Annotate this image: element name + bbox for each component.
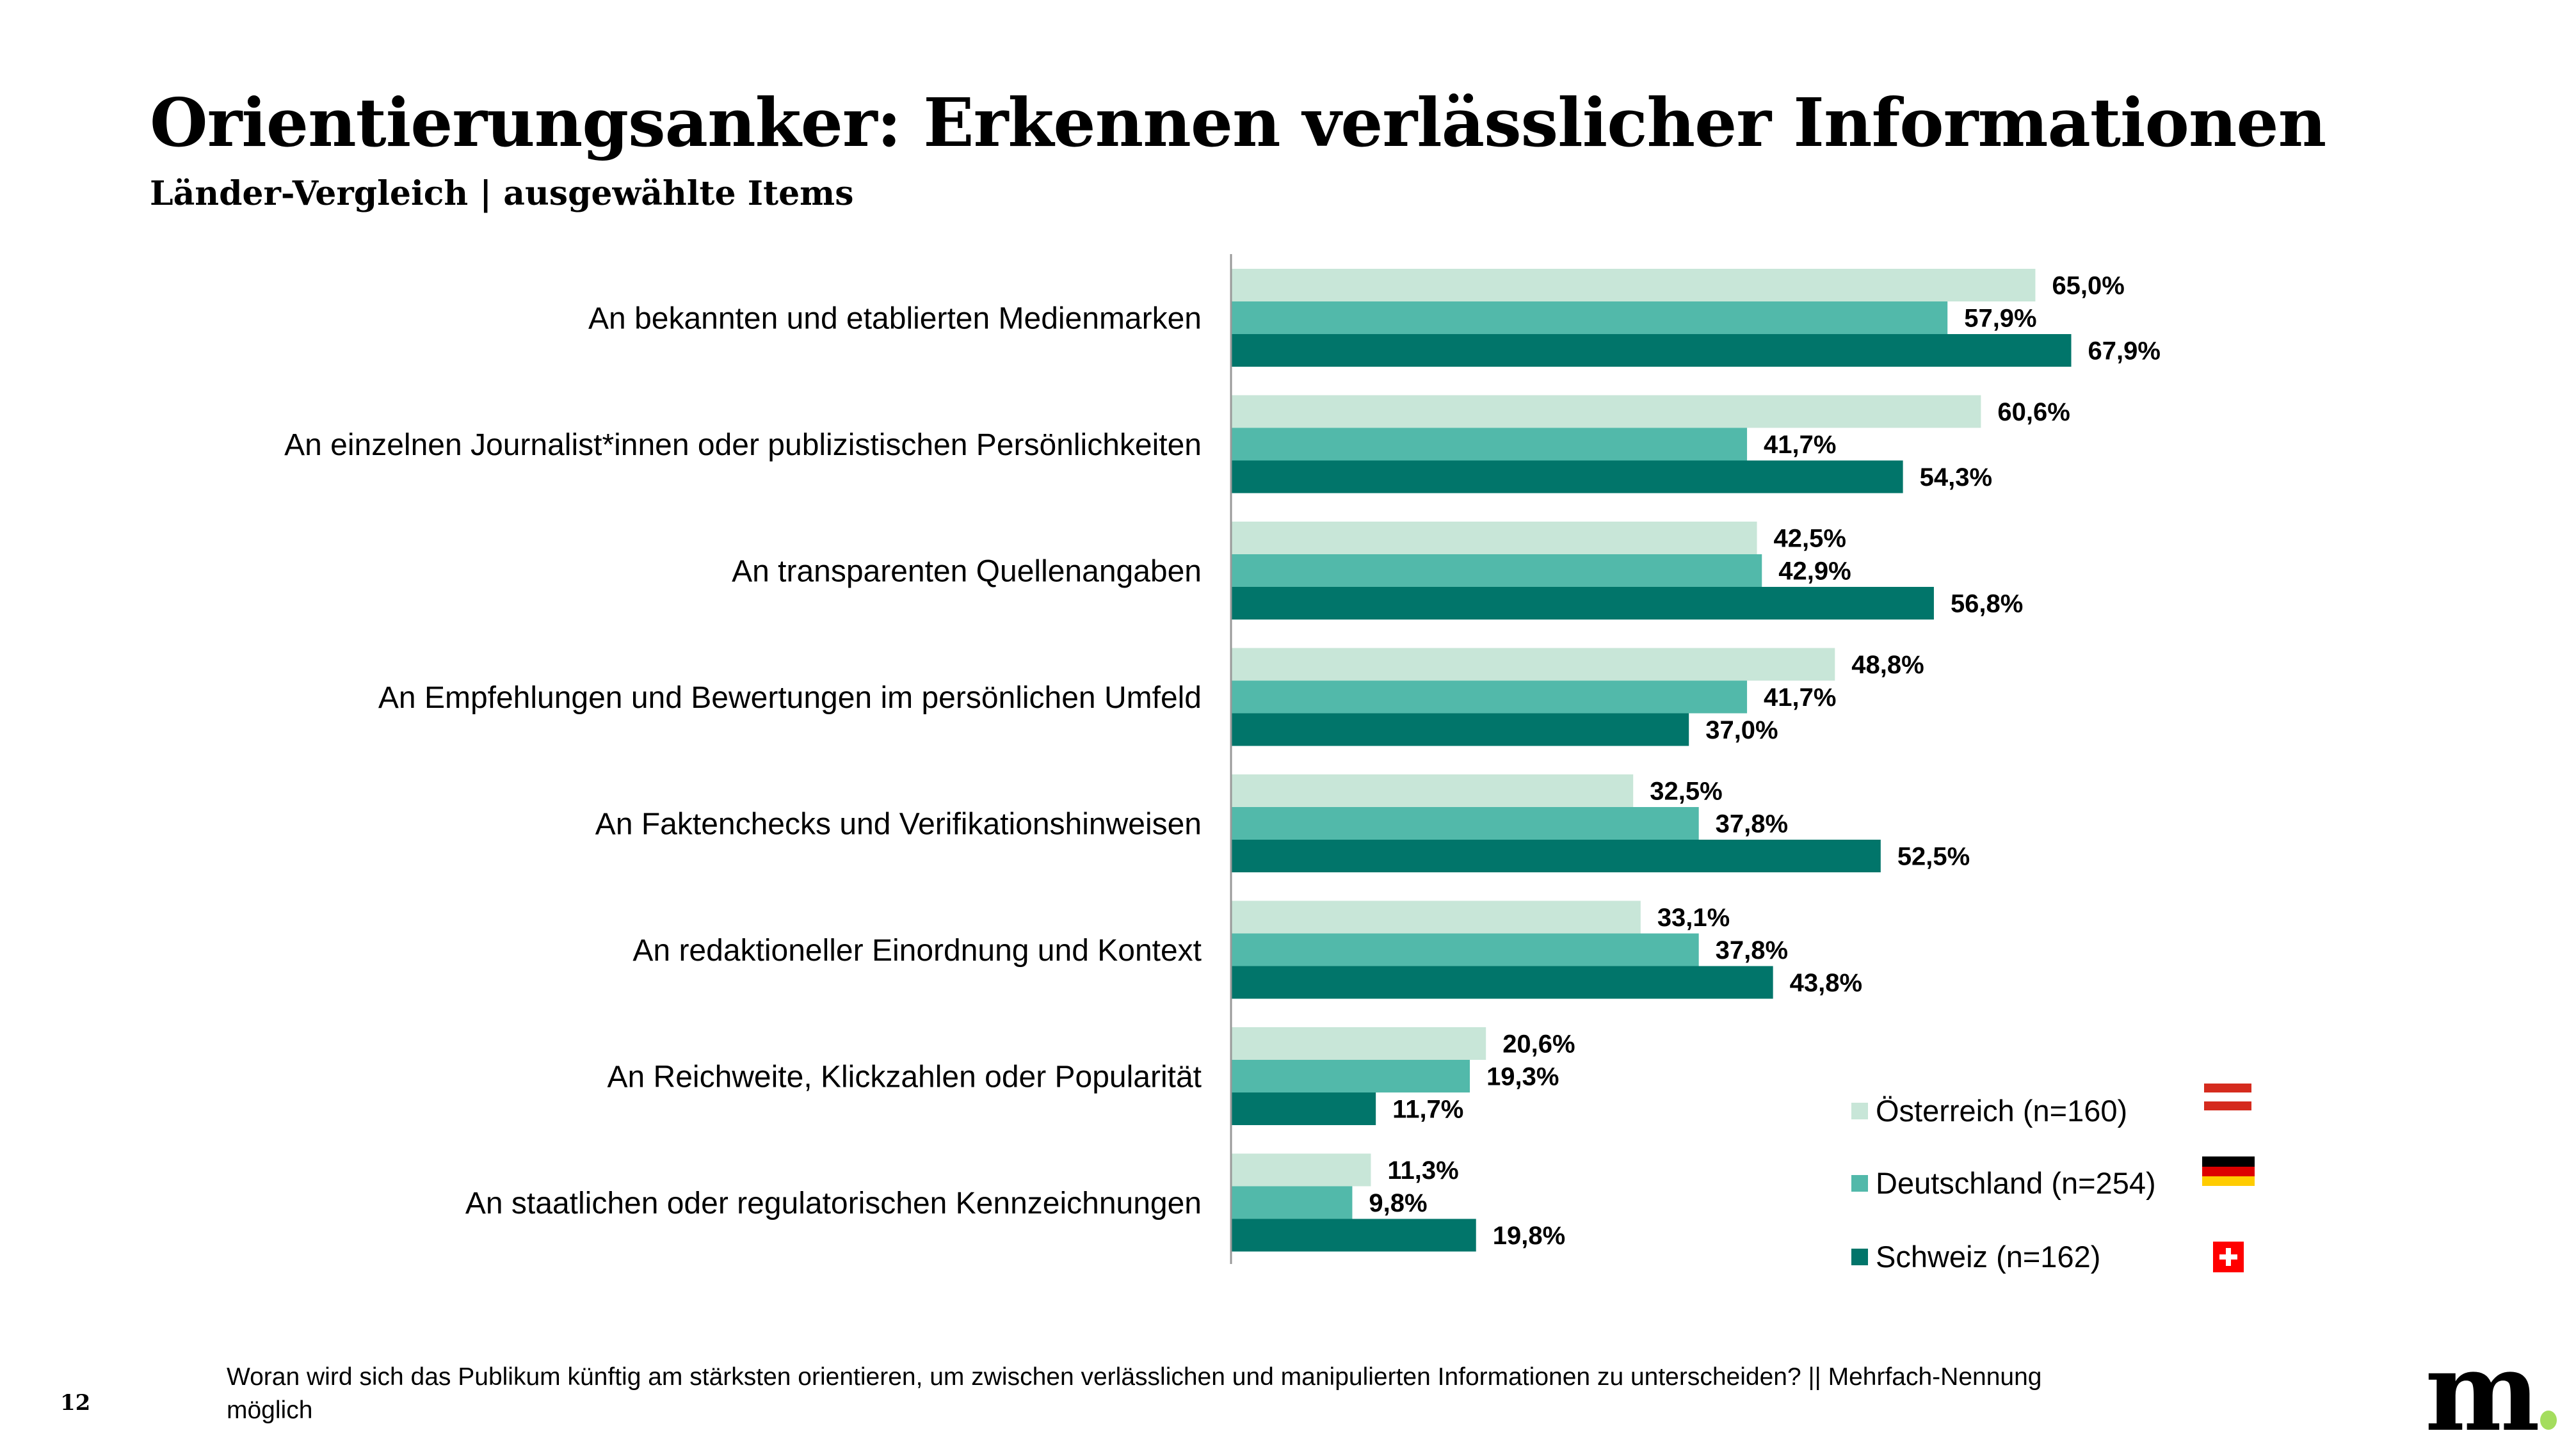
bar: [1231, 774, 1634, 807]
bar: [1231, 554, 1762, 587]
bar: [1231, 460, 1903, 493]
bar: [1231, 334, 2072, 367]
data-label: 9,8%: [1369, 1189, 1427, 1217]
category-label: An Reichweite, Klickzahlen oder Populari…: [608, 1060, 1202, 1094]
data-label: 43,8%: [1790, 969, 1862, 997]
category-label: An transparenten Quellenangaben: [732, 555, 1202, 589]
category-label: An redaktioneller Einordnung und Kontext: [632, 934, 1202, 968]
data-label: 56,8%: [1951, 590, 2023, 618]
legend-swatch: [1851, 1174, 1868, 1192]
bar: [1231, 1092, 1376, 1125]
data-label: 11,3%: [1387, 1156, 1458, 1185]
bar: [1231, 933, 1699, 966]
bar: [1231, 648, 1835, 681]
category-label: An staatlichen oder regulatorischen Kenn…: [465, 1187, 1202, 1220]
legend-swatch: [1851, 1102, 1868, 1119]
bar: [1231, 807, 1699, 840]
category-label: An bekannten und etablierten Medienmarke…: [588, 302, 1202, 336]
footer-note: Woran wird sich das Publikum künftig am …: [227, 1363, 2042, 1424]
bar: [1231, 840, 1881, 872]
bar: [1231, 301, 1948, 334]
bar: [1231, 1153, 1371, 1187]
data-label: 52,5%: [1897, 843, 1970, 871]
data-label: 67,9%: [2088, 337, 2161, 365]
bar: [1231, 1060, 1470, 1092]
flag-austria-icon: [2204, 1084, 2251, 1114]
bar: [1231, 1186, 1353, 1219]
page-title: Orientierungsanker: Erkennen verlässlich…: [150, 83, 2326, 162]
bar: [1231, 587, 1934, 620]
legend-label: Schweiz (n=162): [1876, 1240, 2101, 1274]
logo-letter: m: [2425, 1328, 2540, 1456]
data-label: 41,7%: [1764, 684, 1836, 712]
category-label: An Empfehlungen und Bewertungen im persö…: [378, 681, 1202, 715]
legend-swatch: [1851, 1248, 1868, 1265]
data-label: 57,9%: [1964, 305, 2036, 333]
flag-switzerland-icon: [2213, 1242, 2244, 1276]
bar: [1231, 1027, 1486, 1060]
data-label: 11,7%: [1392, 1096, 1463, 1124]
bar: [1231, 900, 1641, 934]
data-label: 65,0%: [2052, 272, 2124, 300]
legend-item: Deutschland (n=254): [1851, 1165, 2156, 1201]
bar: [1231, 428, 1748, 461]
data-label: 37,0%: [1705, 716, 1778, 744]
data-label: 20,6%: [1502, 1030, 1575, 1059]
data-label: 42,5%: [1774, 525, 1846, 553]
data-label: 41,7%: [1764, 431, 1836, 459]
legend-label: Deutschland (n=254): [1876, 1166, 2156, 1200]
data-label: 32,5%: [1650, 778, 1722, 806]
data-label: 48,8%: [1851, 651, 1924, 679]
data-label: 37,8%: [1716, 936, 1788, 964]
legend-item: Schweiz (n=162): [1851, 1239, 2100, 1274]
data-label: 42,9%: [1778, 557, 1851, 586]
legend-item: Österreich (n=160): [1851, 1093, 2127, 1128]
data-label: 60,6%: [1997, 398, 2070, 426]
bar: [1231, 395, 1981, 428]
data-label: 19,8%: [1493, 1222, 1565, 1250]
data-label: 54,3%: [1920, 463, 1992, 492]
bar: [1231, 522, 1757, 554]
page-subtitle: Länder-Vergleich | ausgewählte Items: [150, 174, 854, 213]
flag-germany-icon: [2202, 1156, 2255, 1189]
bar: [1231, 680, 1748, 714]
logo-dot: [2540, 1411, 2557, 1430]
category-label: An Faktenchecks und Verifikationshinweis…: [595, 808, 1202, 842]
category-label: An einzelnen Journalist*innen oder publi…: [284, 428, 1202, 462]
legend-label: Österreich (n=160): [1876, 1094, 2128, 1128]
page-number: 12: [60, 1390, 91, 1416]
data-label: 19,3%: [1486, 1063, 1559, 1091]
bar: [1231, 269, 2036, 301]
bar: [1231, 713, 1689, 746]
bar: [1231, 966, 1773, 999]
data-label: 37,8%: [1716, 810, 1788, 838]
brand-logo: m: [2425, 1338, 2557, 1446]
bar: [1231, 1219, 1476, 1252]
data-label: 33,1%: [1657, 904, 1730, 932]
